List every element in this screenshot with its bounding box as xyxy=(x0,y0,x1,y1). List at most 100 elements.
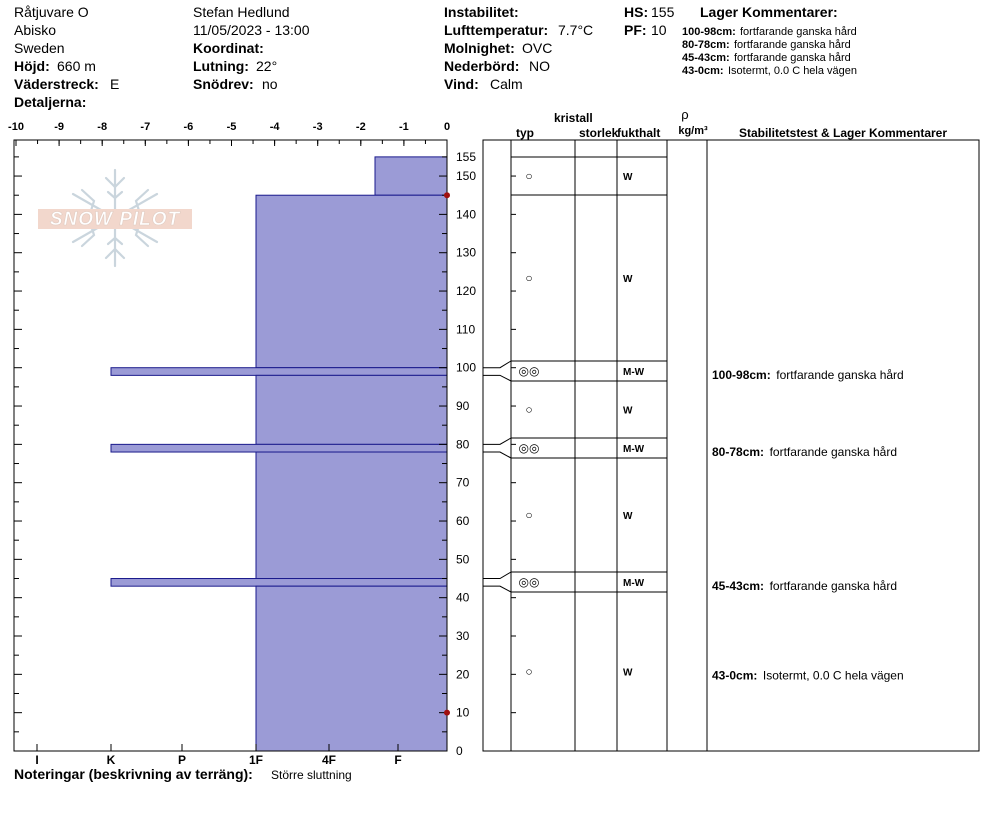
temp-tick-label: -4 xyxy=(270,121,281,133)
stratum-grain-type: ○ xyxy=(525,665,532,679)
stratum-moisture: M-W xyxy=(623,578,645,589)
airtemp-value: 7.7°C xyxy=(558,22,593,38)
pf-label: PF: xyxy=(624,22,647,38)
height-tick-label: 20 xyxy=(456,667,470,681)
layer-comment-range: 100-98cm: xyxy=(682,26,736,38)
hardness-tick-label: F xyxy=(394,753,401,767)
crystal-header: kristall xyxy=(554,111,593,125)
height-tick-label: 30 xyxy=(456,629,470,643)
country-name: Sweden xyxy=(14,40,65,56)
hardness-bar xyxy=(110,443,448,453)
strata-rows: ○ W ○ W ◎◎ M-W 100-98cm: fortfarande ganska hår… xyxy=(483,156,904,752)
height-tick-label: 110 xyxy=(456,322,475,336)
precip-value: NO xyxy=(529,58,550,74)
stratum-connector xyxy=(483,585,512,593)
observer-name: Stefan Hedlund xyxy=(193,4,290,20)
stratum-comment-range: 100-98cm: xyxy=(712,368,771,382)
height-tick-label: 50 xyxy=(456,552,470,566)
stratum-grain-type: ○ xyxy=(525,169,532,183)
height-tick-label: 40 xyxy=(456,591,470,605)
stratum-grain-type: ○ xyxy=(525,271,532,285)
rho-header: ρ xyxy=(681,107,688,122)
footer: Noteringar (beskrivning av terräng): Stö… xyxy=(14,766,352,782)
stratum-connector xyxy=(483,374,512,382)
stratum-connector xyxy=(483,451,512,459)
temp-tick-label: -2 xyxy=(356,121,366,133)
logo-text: SNOW PILOT xyxy=(50,209,181,230)
table-frame xyxy=(482,139,980,752)
notes-label: Noteringar (beskrivning av terräng): xyxy=(14,766,253,782)
location-name: Råtjuvare O xyxy=(14,4,89,20)
layer-comment-text: Isotermt, 0.0 C hela vägen xyxy=(728,65,857,77)
stratum-grain-type: ○ xyxy=(525,403,532,417)
layer-comment-text: fortfarande ganska hård xyxy=(734,39,851,51)
height-tick-label: 0 xyxy=(456,744,463,758)
density-unit-header: kg/m³ xyxy=(678,125,708,137)
layer-comments-title: Lager Kommentarer: xyxy=(700,4,838,20)
stratum-comment-range: 45-43cm: xyxy=(712,579,764,593)
type-header: typ xyxy=(516,126,534,140)
stratum-comment: fortfarande ganska hård xyxy=(776,368,903,382)
height-tick-label: 60 xyxy=(456,514,470,528)
size-header: storlek xyxy=(579,126,619,140)
stratum-grain-type: ○ xyxy=(525,508,532,522)
temp-tick-label: -7 xyxy=(140,121,150,133)
stratum-connector xyxy=(483,437,512,445)
stratum-connector xyxy=(483,571,512,580)
height-tick-label: 120 xyxy=(456,284,476,298)
aspect-value: E xyxy=(110,76,119,92)
layer-comment-range: 80-78cm: xyxy=(682,39,730,51)
temp-tick-label: -6 xyxy=(184,121,194,133)
aspect-label: Väderstreck: xyxy=(14,76,99,92)
layer-comments-list: 100-98cm: fortfarande ganska hård 80-78cm:… xyxy=(682,26,857,77)
stratum-grain-type: ◎◎ xyxy=(519,364,540,378)
elevation-label: Höjd: xyxy=(14,58,50,74)
temperature-point xyxy=(444,192,450,199)
stratum-moisture: W xyxy=(623,172,633,183)
airtemp-label: Lufttemperatur: xyxy=(444,22,548,38)
temperature-points xyxy=(444,192,450,716)
hardness-profile-plot: -10 -9 -8 -7 -6 -5 -4 -3 -2 -1 0 01020304050607080… xyxy=(8,121,476,767)
hardness-bar xyxy=(110,578,448,587)
slope-value: 22° xyxy=(256,58,277,74)
hardness-tick-label: 1F xyxy=(249,753,263,767)
hardness-bar xyxy=(110,367,448,376)
height-tick-label: 155 xyxy=(456,150,476,164)
stratum-comment-range: 80-78cm: xyxy=(712,445,764,459)
drift-value: no xyxy=(262,76,278,92)
details-label: Detaljerna: xyxy=(14,94,86,110)
temp-tick-label: -10 xyxy=(8,121,24,133)
temp-tick-label: -8 xyxy=(97,121,107,133)
stratum-comment-range: 43-0cm: xyxy=(712,668,757,682)
hs-label: HS: xyxy=(624,4,648,20)
stratum-moisture: W xyxy=(623,511,633,522)
hardness-tick-label: 4F xyxy=(322,753,336,767)
stratum-grain-type: ◎◎ xyxy=(519,441,540,455)
height-axis: 0 10 20 30 40 50 60 70 80 90 100 110 120 130 140 150 155 xyxy=(14,150,476,758)
left-plot-frame xyxy=(13,139,448,752)
sky-label: Molnighet: xyxy=(444,40,515,56)
height-tick-label: 150 xyxy=(456,169,476,183)
height-tick-label: 100 xyxy=(456,361,476,375)
hardness-bar xyxy=(255,451,448,580)
temperature-axis: -10 -9 -8 -7 -6 -5 -4 -3 -2 -1 0 xyxy=(8,121,450,146)
strata-table: kristall typ storlek fukthalt ρ kg/m³ St… xyxy=(482,107,980,752)
stratum-connector xyxy=(483,360,512,369)
stratum-comment: fortfarande ganska hård xyxy=(770,579,897,593)
temp-tick-label: -3 xyxy=(313,121,323,133)
height-tick-label: 70 xyxy=(456,476,470,490)
hardness-tick-label: P xyxy=(178,753,186,767)
hardness-axis: I K P 1F 4F F xyxy=(35,744,402,767)
stratum-moisture: W xyxy=(623,274,633,285)
coordinate-label: Koordinat: xyxy=(193,40,264,56)
stratum-grain-type: ◎◎ xyxy=(519,575,540,589)
temp-tick-label: 0 xyxy=(444,121,450,133)
stratum-comment: fortfarande ganska hård xyxy=(770,445,897,459)
wind-label: Vind: xyxy=(444,76,479,92)
area-name: Abisko xyxy=(14,22,56,38)
hardness-bar xyxy=(255,374,448,445)
slope-label: Lutning: xyxy=(193,58,249,74)
hardness-bar xyxy=(255,194,448,369)
height-tick-label: 90 xyxy=(456,399,470,413)
